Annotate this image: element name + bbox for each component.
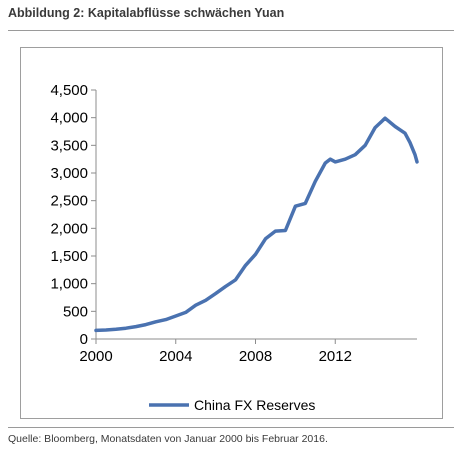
- source-note: Quelle: Bloomberg, Monatsdaten von Janua…: [8, 433, 328, 445]
- fx-reserves-chart: 0 500 1,000 1,500 2,000 2,500 3,000 3,500 4,000 4…: [50, 82, 419, 413]
- bottom-divider: [8, 427, 454, 428]
- y-tick-label: 1,000: [50, 276, 88, 293]
- x-tick-label: 2012: [319, 348, 352, 365]
- series-line-china-fx-reserves: [94, 116, 419, 333]
- x-tick-label: 2008: [239, 348, 272, 365]
- x-tick-label: 2000: [79, 348, 112, 365]
- y-tick-label: 0: [80, 331, 88, 348]
- figure-title: Abbildung 2: Kapitalabflüsse schwächen Y…: [8, 6, 285, 20]
- y-tick-label: 2,500: [50, 193, 88, 210]
- chart-frame: 0 500 1,000 1,500 2,000 2,500 3,000 3,500 4,000 4…: [20, 47, 443, 419]
- y-tick-label: 2,000: [50, 220, 88, 237]
- y-tick-label: 1,500: [50, 248, 88, 265]
- legend-label: China FX Reserves: [194, 397, 315, 413]
- y-tick-label: 4,500: [50, 82, 88, 99]
- y-tick-label: 4,000: [50, 110, 88, 127]
- y-tick-label: 3,000: [50, 165, 88, 182]
- y-tick-label: 500: [63, 303, 88, 320]
- x-tick-label: 2004: [159, 348, 192, 365]
- y-tick-label: 3,500: [50, 137, 88, 154]
- top-divider: [8, 30, 454, 31]
